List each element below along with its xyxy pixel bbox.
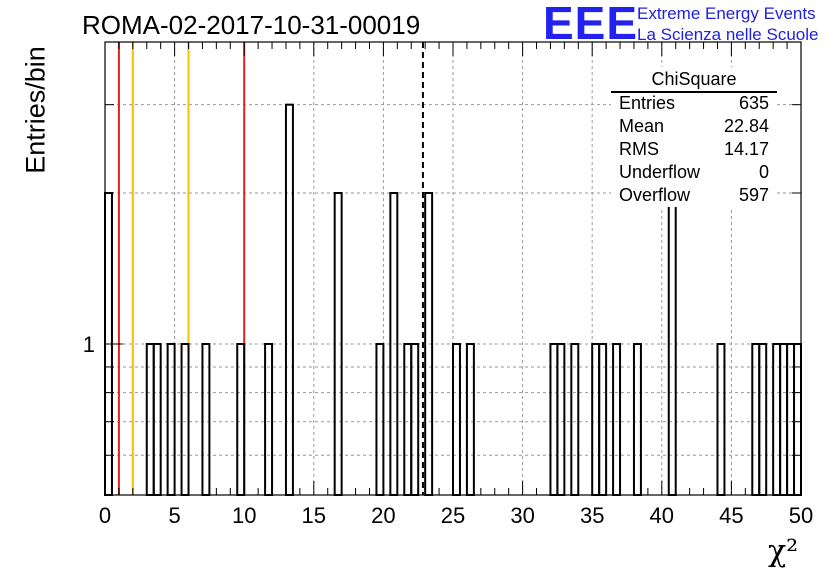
- stats-divider: [611, 91, 777, 93]
- x-tick-label: 5: [168, 503, 180, 528]
- logo-line-2: La Scienza nelle Scuole: [637, 25, 819, 44]
- y-axis-ticks: 1: [83, 41, 801, 456]
- x-axis-ticks: 0 5 10 15 20 25 30 35 40 45 50: [99, 42, 813, 528]
- x-axis-title: χ²: [768, 534, 799, 569]
- x-tick-label: 15: [302, 503, 326, 528]
- stats-row-overflow: Overflow 597: [619, 185, 769, 207]
- y-axis-title: Entries/bin: [20, 46, 51, 174]
- stats-title: ChiSquare: [651, 69, 737, 89]
- stats-value: 0: [758, 162, 769, 182]
- stats-label: Underflow: [619, 162, 701, 182]
- stats-label: RMS: [619, 139, 659, 159]
- x-tick-label: 35: [580, 503, 604, 528]
- stats-row-underflow: Underflow 0: [619, 162, 769, 184]
- stats-label: Overflow: [619, 185, 691, 205]
- x-tick-label: 50: [789, 503, 813, 528]
- stats-row-rms: RMS 14.17: [619, 139, 769, 161]
- stats-box: ChiSquare Entries 635 Mean 22.84 RMS 14.…: [611, 67, 777, 207]
- logo-mark: EEE: [543, 0, 639, 49]
- x-tick-label: 25: [441, 503, 465, 528]
- x-tick-label: 30: [510, 503, 534, 528]
- histogram-bar: [284, 103, 294, 497]
- x-tick-label: 40: [650, 503, 674, 528]
- stats-label: Entries: [619, 93, 676, 113]
- stats-value: 635: [738, 93, 769, 113]
- stats-value: 597: [738, 185, 769, 205]
- stats-row-entries: Entries 635: [619, 93, 769, 115]
- stats-row-mean: Mean 22.84: [619, 116, 769, 138]
- x-tick-label: 45: [719, 503, 743, 528]
- logo-line-1: Extreme Energy Events: [637, 4, 816, 23]
- eee-logo: EEE Extreme Energy Events La Scienza nel…: [543, 0, 835, 49]
- stats-value: 14.17: [723, 139, 769, 159]
- chart-title: ROMA-02-2017-10-31-00019: [82, 10, 421, 40]
- x-tick-label: 0: [99, 503, 111, 528]
- stats-label: Mean: [619, 116, 665, 136]
- y-tick-label: 1: [83, 332, 95, 357]
- x-tick-label: 10: [232, 503, 256, 528]
- x-tick-label: 20: [371, 503, 395, 528]
- stats-value: 22.84: [723, 116, 769, 136]
